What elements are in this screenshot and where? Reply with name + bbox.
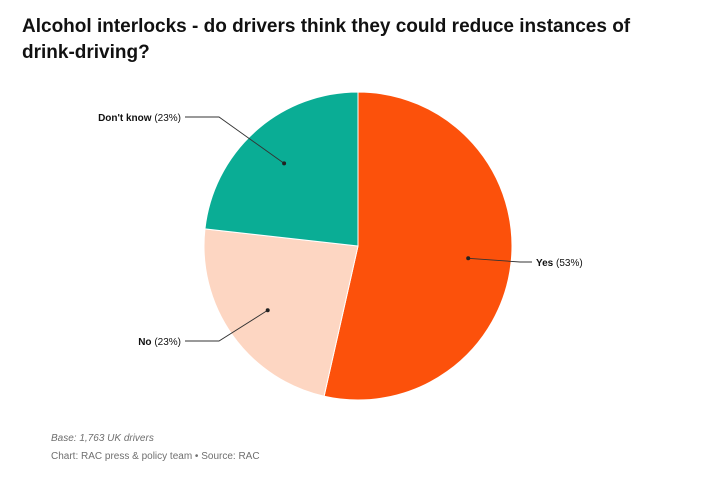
slice-label-value: (23%) [152, 113, 181, 124]
leader-dot-yes [466, 256, 471, 261]
leader-line-don-t-know [185, 116, 285, 164]
chart-title: Alcohol interlocks - do drivers think th… [22, 16, 631, 63]
leader-dot-don-t-know [282, 161, 287, 166]
pie-slice-don-t-know [204, 91, 359, 247]
slice-label-value: (53%) [553, 258, 582, 269]
chart-credit: Chart: RAC press & policy team • Source:… [51, 451, 260, 462]
pie-slice-no [203, 228, 359, 397]
slice-label-name: Yes [536, 258, 554, 269]
slice-label-no: No (23%) [138, 337, 181, 348]
pie-slice-yes [323, 91, 513, 401]
slice-label-name: No [138, 337, 151, 348]
slice-label-don-t-know: Don't know (23%) [98, 113, 181, 124]
slice-label-name: Don't know [98, 113, 152, 124]
leader-dot-no [265, 308, 270, 313]
leader-line-yes [468, 257, 532, 263]
slice-label-yes: Yes (53%) [536, 258, 583, 269]
leader-line-no [185, 309, 268, 342]
chart-base-note: Base: 1,763 UK drivers [51, 433, 154, 444]
slice-label-value: (23%) [152, 337, 181, 348]
